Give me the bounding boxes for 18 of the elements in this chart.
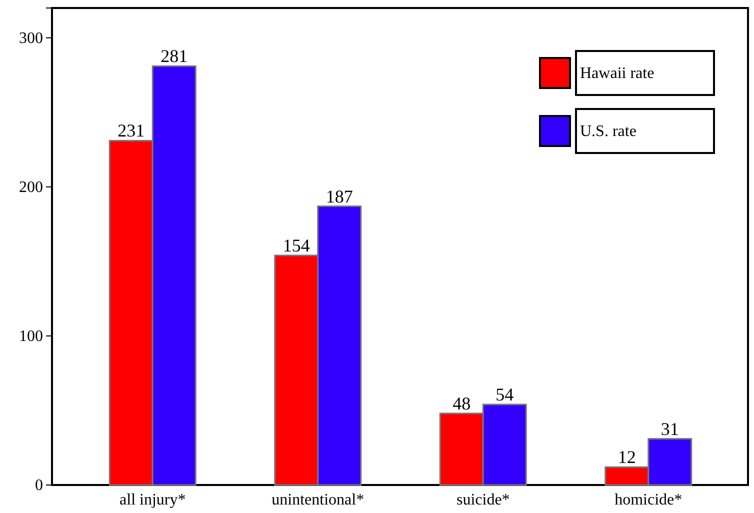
x-tick-label: homicide*	[614, 491, 682, 508]
y-tick-label: 100	[19, 328, 43, 346]
data-label: 154	[282, 235, 310, 256]
x-tick-label: suicide*	[456, 491, 510, 508]
data-label: 12	[618, 447, 636, 468]
data-label: 281	[160, 46, 188, 66]
legend-label: Hawaii rate	[580, 65, 654, 82]
data-label: 48	[452, 393, 471, 414]
data-label: 31	[660, 418, 679, 439]
x-tick-label: unintentional*	[272, 491, 364, 508]
y-tick-label: 0	[35, 477, 43, 494]
x-tick-label: all injury*	[120, 491, 186, 508]
data-label: 231	[118, 120, 145, 141]
y-tick-label: 200	[19, 178, 43, 196]
data-label: 187	[326, 186, 353, 206]
y-tick-label: 300	[19, 30, 43, 47]
legend-label: U.S. rate	[580, 123, 636, 140]
data-label: 54	[496, 384, 514, 405]
